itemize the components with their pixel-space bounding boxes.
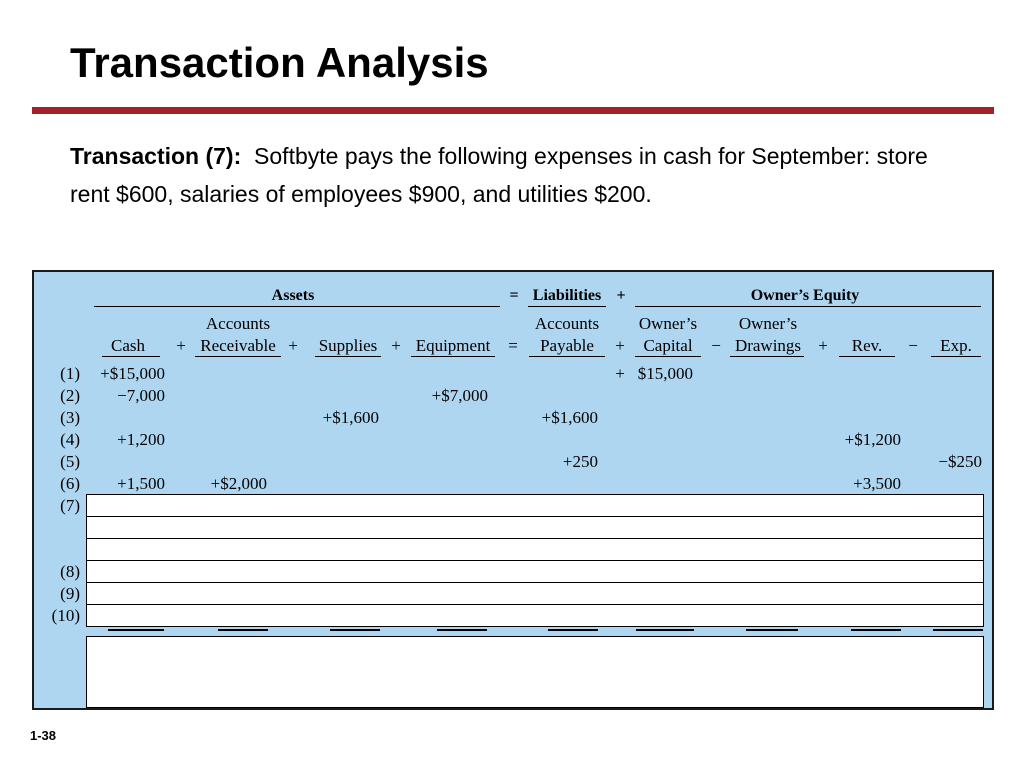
column-operator: + <box>176 336 186 355</box>
column-operator: + <box>391 336 401 355</box>
column-operator: + <box>615 336 625 355</box>
blank-totals-box <box>86 636 984 708</box>
slide-title: Transaction Analysis <box>70 39 489 86</box>
column-underline <box>411 356 495 357</box>
blank-row <box>86 604 984 627</box>
liabilities-underline <box>528 306 606 307</box>
transaction-description: Transaction (7): Softbyte pays the follo… <box>70 137 970 213</box>
cell-cash: −7,000 <box>117 386 165 405</box>
row-label: (7) <box>60 496 80 515</box>
column-operator: + <box>818 336 828 355</box>
column-owners-capital: Capital <box>643 336 693 355</box>
total-rule <box>636 629 694 631</box>
assets-underline <box>94 306 500 307</box>
column-underline <box>195 356 281 357</box>
row-label: (2) <box>60 386 80 405</box>
column-underline <box>529 356 605 357</box>
total-rule <box>437 629 487 631</box>
cell-accounts-payable: +$1,600 <box>541 408 598 427</box>
cell-revenue: +3,500 <box>853 474 901 493</box>
header-liabilities: Liabilities <box>532 287 602 304</box>
total-rule <box>330 629 380 631</box>
column-underline <box>315 356 381 357</box>
column-operator: = <box>508 336 518 355</box>
blank-row <box>86 560 984 583</box>
row-label: (10) <box>51 606 80 625</box>
column-cash: Cash <box>111 336 145 355</box>
transaction-label: Transaction (7): <box>70 143 242 169</box>
row-label: (8) <box>60 562 80 581</box>
header-owners-equity: Owner’s Equity <box>750 287 860 304</box>
column-underline <box>931 356 981 357</box>
cell-supplies: +$1,600 <box>322 408 379 427</box>
row-label: (4) <box>60 430 80 449</box>
cell-accounts-payable: +250 <box>562 452 598 471</box>
column-underline <box>730 356 804 357</box>
total-rule <box>108 629 164 631</box>
row-label: (1) <box>60 364 80 383</box>
total-rule <box>548 629 598 631</box>
cell-cash: +$15,000 <box>100 364 165 383</box>
cell-accounts-receivable: +$2,000 <box>210 474 267 493</box>
row-label: (9) <box>60 584 80 603</box>
column-operator: − <box>711 336 721 355</box>
column-operator: + <box>288 336 298 355</box>
header-assets: Assets <box>271 287 315 304</box>
title-divider <box>32 107 994 114</box>
row-label: (3) <box>60 408 80 427</box>
cell-cash: +1,500 <box>117 474 165 493</box>
cell-cash: +1,200 <box>117 430 165 449</box>
transaction-text: Softbyte pays the following expenses in … <box>70 143 928 207</box>
cell-equipment: +$7,000 <box>431 386 488 405</box>
header-plus: + <box>616 287 626 304</box>
cell-revenue: +$1,200 <box>844 430 901 449</box>
column-underline <box>635 356 701 357</box>
total-rule <box>851 629 901 631</box>
row-label: (5) <box>60 452 80 471</box>
column-accounts-payable: Payable <box>540 336 594 355</box>
column-operator: − <box>908 336 918 355</box>
column-underline <box>102 356 160 357</box>
column-owners-drawings-top: Owner’s <box>738 314 798 333</box>
accounting-equation-table: Assets = Liabilities + Owner’s Equity Ca… <box>32 270 994 710</box>
column-equipment: Equipment <box>415 336 491 355</box>
column-expenses: Exp. <box>940 336 972 355</box>
column-accounts-receivable-top: Accounts <box>205 314 271 333</box>
cell-expenses: −$250 <box>938 452 982 471</box>
column-revenue: Rev. <box>851 336 883 355</box>
cell-operator: + <box>615 364 625 383</box>
blank-row <box>86 538 984 561</box>
page-number: 1-38 <box>30 728 57 743</box>
column-underline <box>839 356 895 357</box>
blank-row <box>86 582 984 605</box>
column-owners-drawings: Drawings <box>734 336 802 355</box>
cell-owners-capital: $15,000 <box>637 364 693 383</box>
row-label: (6) <box>60 474 80 493</box>
blank-row <box>86 494 984 517</box>
total-rule <box>746 629 798 631</box>
equity-underline <box>635 306 981 307</box>
column-accounts-payable-top: Accounts <box>534 314 600 333</box>
total-rule <box>218 629 268 631</box>
blank-row <box>86 516 984 539</box>
total-rule <box>933 629 983 631</box>
column-accounts-receivable: Receivable <box>200 336 276 355</box>
column-supplies: Supplies <box>318 336 378 355</box>
column-owners-capital-top: Owner’s <box>638 314 698 333</box>
header-equals: = <box>509 287 519 304</box>
